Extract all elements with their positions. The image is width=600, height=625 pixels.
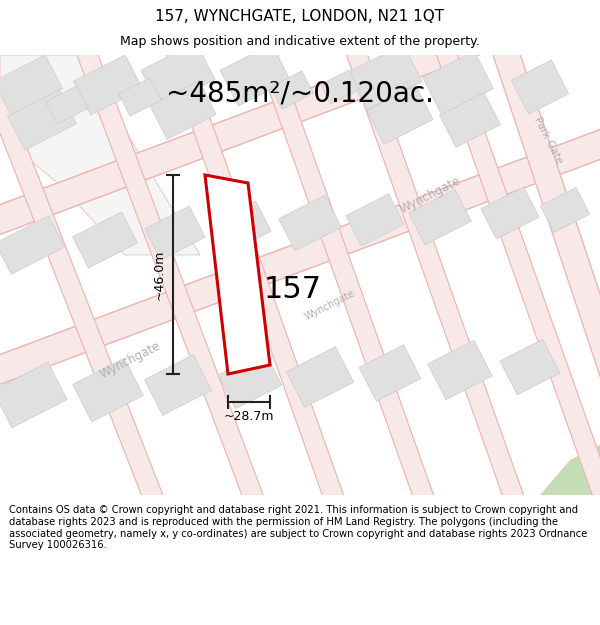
Polygon shape [440, 92, 500, 148]
Polygon shape [73, 212, 137, 268]
Polygon shape [500, 339, 560, 395]
Text: 157, WYNCHGATE, LONDON, N21 1QT: 157, WYNCHGATE, LONDON, N21 1QT [155, 9, 445, 24]
Polygon shape [141, 42, 215, 107]
Polygon shape [145, 206, 205, 260]
Polygon shape [213, 201, 271, 253]
Polygon shape [0, 124, 600, 390]
Polygon shape [428, 341, 492, 399]
Text: 157: 157 [263, 275, 322, 304]
Text: Map shows position and indicative extent of the property.: Map shows position and indicative extent… [120, 35, 480, 48]
Polygon shape [251, 32, 439, 518]
Polygon shape [422, 51, 493, 115]
Polygon shape [71, 31, 269, 519]
Polygon shape [409, 189, 472, 245]
Polygon shape [220, 44, 290, 106]
Polygon shape [0, 55, 62, 115]
Polygon shape [321, 70, 359, 104]
Polygon shape [0, 0, 600, 240]
Polygon shape [488, 31, 600, 519]
Text: Contains OS data © Crown copyright and database right 2021. This information is : Contains OS data © Crown copyright and d… [9, 506, 587, 550]
Text: ~485m²/~0.120ac.: ~485m²/~0.120ac. [166, 79, 434, 107]
Polygon shape [511, 60, 569, 114]
Text: Wynchgate: Wynchgate [397, 174, 463, 216]
Polygon shape [481, 187, 539, 239]
Polygon shape [367, 86, 433, 144]
Polygon shape [359, 345, 421, 401]
Polygon shape [218, 351, 282, 409]
Polygon shape [348, 44, 422, 110]
Polygon shape [119, 78, 161, 116]
Polygon shape [278, 195, 341, 251]
Polygon shape [150, 81, 216, 139]
Polygon shape [0, 51, 169, 519]
Polygon shape [286, 347, 353, 408]
Text: Park Gate: Park Gate [532, 115, 564, 165]
Polygon shape [431, 32, 600, 518]
Text: ~46.0m: ~46.0m [152, 249, 166, 299]
Polygon shape [73, 358, 143, 422]
Text: ~28.7m: ~28.7m [224, 409, 274, 422]
Polygon shape [540, 445, 600, 495]
Polygon shape [541, 188, 590, 232]
Polygon shape [8, 90, 76, 150]
Polygon shape [0, 216, 65, 274]
Polygon shape [161, 32, 349, 518]
Polygon shape [341, 32, 529, 518]
Polygon shape [46, 86, 88, 124]
Polygon shape [0, 55, 200, 255]
Text: Wynchgate: Wynchgate [97, 339, 163, 381]
Text: Wynchgate: Wynchgate [303, 288, 357, 322]
Polygon shape [346, 194, 404, 246]
Polygon shape [0, 362, 67, 428]
Polygon shape [271, 71, 313, 109]
Polygon shape [74, 55, 142, 115]
Polygon shape [205, 175, 270, 374]
Polygon shape [145, 355, 212, 415]
